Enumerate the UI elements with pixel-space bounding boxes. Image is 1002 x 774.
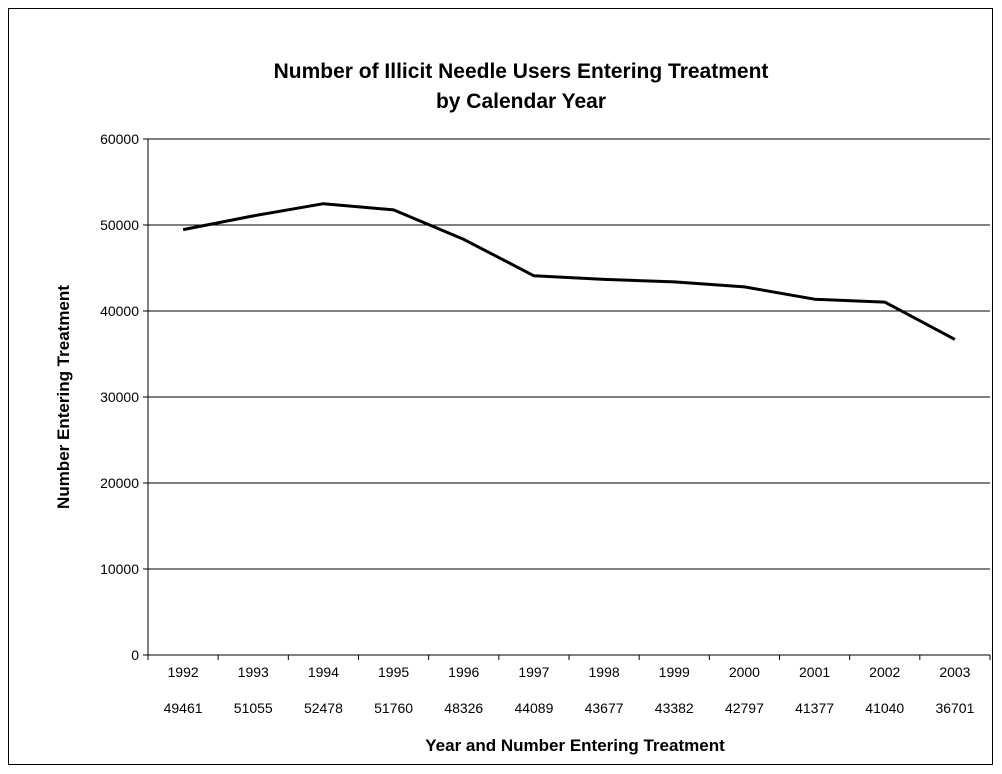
y-tick-label-60000: 60000 <box>100 131 139 147</box>
x-value-label-1997: 44089 <box>514 700 553 716</box>
x-value-label-1994: 52478 <box>304 700 343 716</box>
x-tick-label-1999: 1999 <box>659 664 690 680</box>
y-tick-label-50000: 50000 <box>100 217 139 233</box>
x-tick-label-1996: 1996 <box>448 664 479 680</box>
x-tick-label-1993: 1993 <box>238 664 269 680</box>
x-axis-ticks: 1992 1993 1994 1995 1996 1997 1998 1999 2000 2001… <box>147 655 991 716</box>
x-value-label-1993: 51055 <box>234 700 273 716</box>
x-tick-label-1992: 1992 <box>168 664 199 680</box>
x-value-label-1996: 48326 <box>444 700 483 716</box>
x-value-label-2003: 36701 <box>935 700 974 716</box>
x-tick-label-1994: 1994 <box>308 664 339 680</box>
chart-frame <box>8 8 993 765</box>
x-value-label-1999: 43382 <box>655 700 694 716</box>
x-value-label-2000: 42797 <box>725 700 764 716</box>
chart-title-line-2: by Calendar Year <box>436 90 606 113</box>
chart-title-line-1: Number of Illicit Needle Users Entering … <box>274 60 769 83</box>
x-tick-label-1997: 1997 <box>518 664 549 680</box>
x-value-label-2002: 41040 <box>865 700 904 716</box>
y-axis-ticks: 0 10000 20000 30000 40000 50000 60000 <box>100 131 148 663</box>
y-tick-label-30000: 30000 <box>100 389 139 405</box>
x-tick-label-1995: 1995 <box>378 664 409 680</box>
y-tick-label-20000: 20000 <box>100 475 139 491</box>
y-tick-label-0: 0 <box>131 647 139 663</box>
x-value-label-1998: 43677 <box>585 700 624 716</box>
x-tick-label-2000: 2000 <box>729 664 760 680</box>
y-tick-label-40000: 40000 <box>100 303 139 319</box>
x-tick-label-2003: 2003 <box>939 664 970 680</box>
x-tick-label-2001: 2001 <box>799 664 830 680</box>
x-tick-label-1998: 1998 <box>589 664 620 680</box>
y-tick-label-10000: 10000 <box>100 561 139 577</box>
x-tick-label-2002: 2002 <box>869 664 900 680</box>
y-axis-title: Number Entering Treatment <box>54 285 73 509</box>
x-axis-title: Year and Number Entering Treatment <box>425 736 725 755</box>
gridlines <box>148 138 990 570</box>
x-value-label-2001: 41377 <box>795 700 834 716</box>
x-value-label-1995: 51760 <box>374 700 413 716</box>
x-value-label-1992: 49461 <box>164 700 203 716</box>
series-line <box>182 202 956 341</box>
